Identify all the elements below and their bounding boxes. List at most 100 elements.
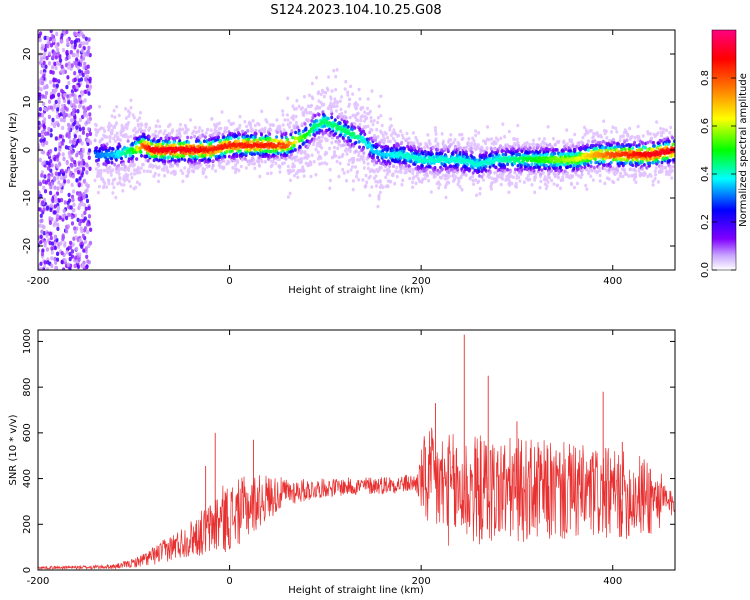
spectrogram-cell [308,133,312,137]
spectrogram-cell [276,155,279,159]
spectrogram-cell [111,191,115,195]
spectrogram-cell [507,190,511,195]
spectrogram-cell [162,168,166,172]
spectrogram-cell [217,131,221,135]
spectrogram-cell [187,170,191,174]
spectrogram-cell [517,144,521,148]
spectrogram-cell [43,47,48,52]
spectrogram-cell [286,96,290,101]
spectrogram-cell [68,251,72,257]
spectrogram-cell [184,125,188,130]
spectrogram-cell [224,129,227,134]
spectrogram-cell [612,180,616,185]
spectrogram-cell [379,94,383,99]
spectrogram-cell [103,129,107,133]
spectrogram-cell [57,198,62,203]
spectrogram-cell [319,92,323,97]
spectrogram-cell [54,44,58,49]
spectrogram-cell [158,124,162,129]
spectrogram-cell [546,180,550,184]
spectrogram-cell [309,174,313,179]
spectrogram-cell [159,129,163,133]
spectrogram-cell [291,114,295,118]
spectrogram-cell [120,156,123,161]
spectrogram-cell [589,164,593,169]
spectrogram-cell [111,181,115,186]
spectrogram-cell [138,111,142,115]
spectrogram-cell [480,146,484,150]
spectrogram-cell [115,105,119,109]
spectrogram-cell [481,172,485,177]
spectrogram-cell [71,92,75,97]
spectrogram-cell [252,157,255,162]
spectrogram-cell [112,108,116,113]
spectrogram-cell [51,38,56,43]
spectrogram-cell [38,197,41,202]
spectrogram-cell [209,128,213,132]
spectrogram-cell [198,126,202,130]
spectrogram-cell [302,141,306,145]
spectrogram-cell [84,189,88,194]
spectrogram-cell [318,162,322,166]
spectrogram-cell [56,122,60,128]
spectrogram-cell [77,257,81,262]
spectrogram-cell [88,52,92,58]
spectrogram-cell [71,111,76,117]
spectrogram-cell [352,121,356,126]
spectrogram-cell [290,157,294,161]
spectrogram-cell [550,178,554,183]
spectrogram-cell [74,60,78,66]
spectrogram-cell [107,160,111,164]
spectrogram-cell [143,129,147,133]
spectrogram-cell [68,93,72,98]
spectrogram-cell [555,148,559,152]
spectrogram-cell [225,126,229,130]
spectrogram-cell [520,149,524,154]
spectrogram-cell [129,134,133,139]
spectrogram-cell [284,131,288,136]
spectrogram-cell [87,127,91,132]
spectrogram-cell [355,174,358,179]
spectrogram-cell [630,135,634,139]
spectrogram-cell [131,141,135,146]
spectrogram-cell [619,158,623,162]
spectrogram-cell [285,153,289,157]
spectrogram-cell [528,177,532,182]
spectrogram-cell [113,125,117,129]
spectrogram-cell [48,51,52,56]
spectrogram-cell [297,104,301,109]
spectrogram-cell [124,132,128,137]
spectrogram-cell [377,104,381,109]
spectrogram-cell [186,128,190,132]
spectrogram-cell [201,158,205,162]
spectrogram-cell [84,36,88,41]
spectrogram-cell [46,44,50,49]
spectrogram-cell [72,137,76,143]
spectrogram-cell [568,164,572,169]
spectrogram-cell [136,165,140,170]
spectrogram-cell [85,264,89,269]
spectrogram-cell [248,139,252,144]
spectrogram-cell [383,139,386,143]
spectrogram-cell [232,154,236,159]
spectrogram-cell [44,64,48,70]
spectrogram-cell [217,135,220,139]
spectrogram-cell [487,137,491,142]
spectrogram-cell [186,173,190,178]
spectrogram-cell [361,155,365,159]
spectrogram-cell [275,130,279,135]
spectrogram-cell [545,143,549,148]
spectrogram-cell [157,138,161,143]
spectrogram-cell [54,136,58,141]
spectrogram-cell [339,107,343,112]
spectrogram-cell [330,89,334,93]
spectrogram-cell [429,190,433,194]
spectrogram-cell [456,168,460,172]
spectrogram-cell [106,170,110,175]
spectrogram-cell [307,143,311,148]
spectrogram-cell [41,80,45,86]
spectrogram-cell [203,135,207,139]
spectrogram-cell [371,122,375,127]
spectrogram-cell [344,116,348,120]
spectrogram-cell [460,132,464,137]
